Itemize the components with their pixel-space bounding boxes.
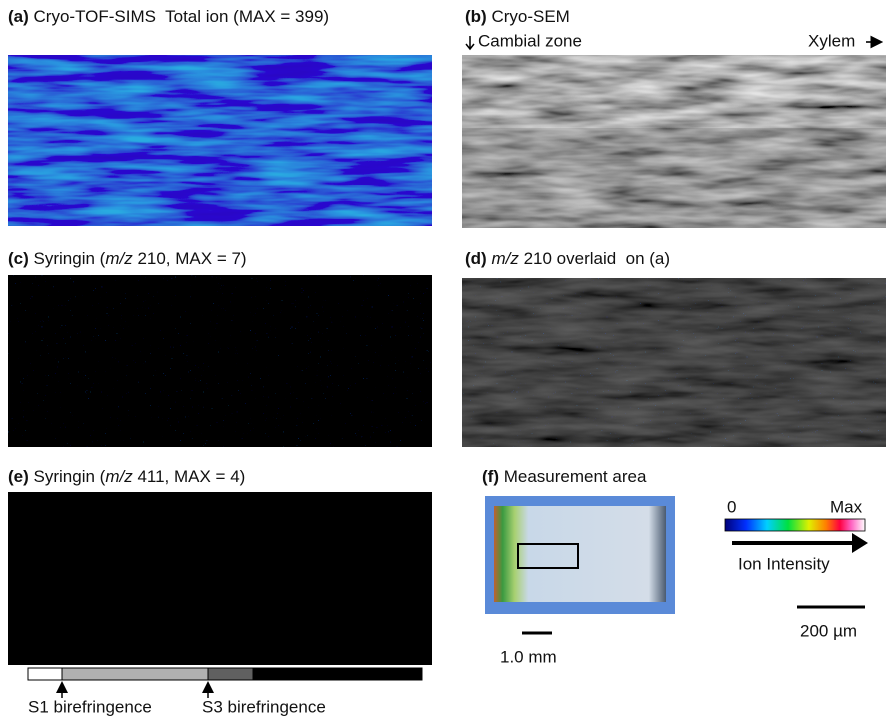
image-e [8,492,432,665]
text-part: m/z [105,467,133,486]
direction-label: Cambial zone [478,31,582,50]
photo [485,496,675,614]
text-part: 210, MAX = 7) [133,249,247,268]
colorbar-caption: Ion Intensity [738,554,830,573]
arrow [466,36,474,49]
text-part: (e) [8,467,29,486]
image-c [8,275,432,447]
scale-label: 1.0 mm [500,647,557,666]
panel-title: (b) Cryo-SEM [465,7,570,26]
arrow-head [852,533,868,553]
panel-title: (a) Cryo-TOF-SIMS Total ion (MAX = 399) [8,7,329,26]
colorbar [725,519,865,531]
page: { "panels": [ {"label": "(a)", "title_pa… [0,0,890,725]
text-part: Cryo-TOF-SIMS Total ion (MAX = 399) [34,7,330,26]
text-part: Measurement area [504,467,647,486]
image-d [462,278,886,447]
panel-title: (f) Measurement area [482,467,647,486]
text-part: Syringin ( [34,467,106,486]
text-part: Syringin ( [34,249,106,268]
panel-title: (e) Syringin (m/z 411, MAX = 4) [8,467,245,486]
text-part: m/z [491,249,519,268]
birefringence-label: S1 birefringence [28,697,152,716]
image-a [8,55,432,226]
scale-label: 200 µm [800,621,857,640]
figure: (a) Cryo-TOF-SIMS Total ion (MAX = 399) … [0,0,890,725]
text-part: m/z [105,249,133,268]
image-b [462,55,886,228]
text-part: 411, MAX = 4) [133,467,246,486]
direction-label: Xylem [808,31,855,50]
text-part: (b) [465,7,487,26]
text-part: (a) [8,7,29,26]
birefringence-bar [28,668,422,680]
text-part: (f) [482,467,499,486]
text-part: 210 overlaid on (a) [519,249,670,268]
colorbar-label: Max [830,497,863,516]
text-part: (c) [8,249,29,268]
colorbar-label: 0 [727,497,736,516]
birefringence-label: S3 birefringence [202,697,326,716]
panel-title: (c) Syringin (m/z 210, MAX = 7) [8,249,247,268]
panel-title: (d) m/z 210 overlaid on (a) [465,249,670,268]
text-part: (d) [465,249,487,268]
text-part: Cryo-SEM [491,7,569,26]
